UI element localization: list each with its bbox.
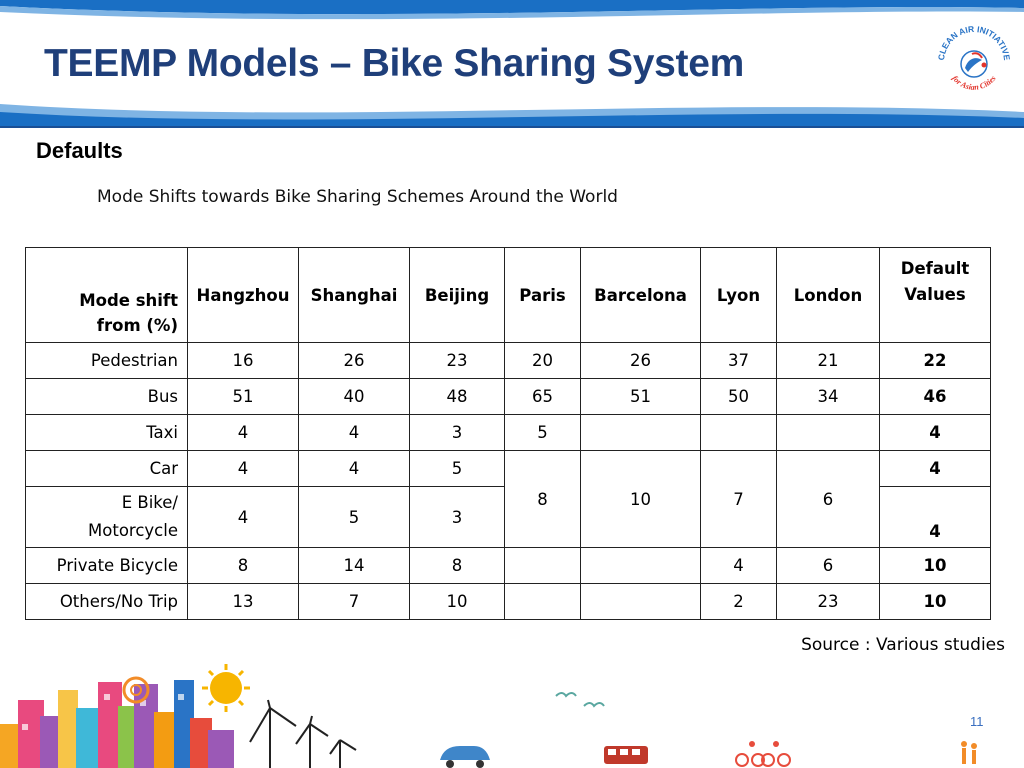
cell-shanghai: 4 (298, 450, 410, 487)
header-banner (0, 0, 1024, 128)
cell-hangzhou: 4 (187, 450, 299, 487)
row-ebike: E Bike/ Motorcycle 4 5 3 4 (25, 486, 991, 548)
header-lyon: Lyon (700, 247, 777, 343)
cell-shanghai: 7 (298, 583, 410, 620)
cell-default: 4 (879, 486, 991, 548)
row-label: Pedestrian (25, 342, 188, 379)
cell-beijing: 3 (409, 414, 505, 451)
cell-lyon: 2 (700, 583, 777, 620)
header-mode-shift-line1: Mode shift (79, 291, 178, 310)
cell-default: 4 (879, 450, 991, 487)
header-barcelona: Barcelona (580, 247, 701, 343)
cell-default: 4 (879, 414, 991, 451)
cell-default: 10 (879, 547, 991, 584)
row-bus: Bus 51 40 48 65 51 50 34 46 (25, 378, 991, 415)
cell-barcelona: 26 (580, 342, 701, 379)
header-mode-shift-line2: from (%) (96, 316, 178, 335)
cell-london: 34 (776, 378, 880, 415)
header-mode-shift: Mode shift from (%) (25, 247, 188, 343)
header-paris: Paris (504, 247, 581, 343)
cell-shanghai: 4 (298, 414, 410, 451)
row-private-bicycle: Private Bicycle 8 14 8 4 6 10 (25, 547, 991, 584)
cell-shanghai: 26 (298, 342, 410, 379)
cell-barcelona (580, 583, 701, 620)
cell-beijing: 3 (409, 486, 505, 548)
cell-paris: 65 (504, 378, 581, 415)
section-heading: Defaults (36, 138, 123, 163)
cell-barcelona-merged: 10 (580, 450, 701, 548)
header-default-line1: Default (900, 259, 970, 278)
cell-hangzhou: 4 (187, 486, 299, 548)
row-label-line1: E Bike/ (121, 493, 178, 512)
header-hangzhou: Hangzhou (187, 247, 299, 343)
cell-barcelona (580, 547, 701, 584)
row-label: Private Bicycle (25, 547, 188, 584)
cell-hangzhou: 8 (187, 547, 299, 584)
header-beijing: Beijing (409, 247, 505, 343)
table-caption: Mode Shifts towards Bike Sharing Schemes… (97, 187, 618, 207)
cell-hangzhou: 16 (187, 342, 299, 379)
cell-default: 10 (879, 583, 991, 620)
cell-lyon-merged: 7 (700, 450, 777, 548)
row-label: Bus (25, 378, 188, 415)
cell-default: 46 (879, 378, 991, 415)
row-label: Others/No Trip (25, 583, 188, 620)
header-london: London (776, 247, 880, 343)
cell-london: 21 (776, 342, 880, 379)
cell-paris-merged: 8 (504, 450, 581, 548)
cell-barcelona: 51 (580, 378, 701, 415)
cell-beijing: 23 (409, 342, 505, 379)
row-others-no-trip: Others/No Trip 13 7 10 2 23 10 (25, 583, 991, 620)
row-label-line2: Motorcycle (88, 521, 178, 540)
cell-beijing: 8 (409, 547, 505, 584)
cell-lyon (700, 414, 777, 451)
slide-title: TEEMP Models – Bike Sharing System (44, 42, 744, 85)
mode-shift-table: Mode shift from (%) Hangzhou Shanghai Be… (25, 247, 991, 620)
cell-beijing: 5 (409, 450, 505, 487)
row-label: E Bike/ Motorcycle (25, 486, 188, 548)
cell-london-merged: 6 (776, 450, 880, 548)
cell-london (776, 414, 880, 451)
cell-hangzhou: 4 (187, 414, 299, 451)
row-car: Car 4 4 5 8 10 7 6 4 (25, 450, 991, 548)
cell-hangzhou: 51 (187, 378, 299, 415)
cell-paris (504, 583, 581, 620)
cell-shanghai: 5 (298, 486, 410, 548)
cell-paris (504, 547, 581, 584)
table-header-row: Mode shift from (%) Hangzhou Shanghai Be… (25, 247, 991, 343)
cell-barcelona (580, 414, 701, 451)
row-taxi: Taxi 4 4 3 5 4 (25, 414, 991, 451)
cell-lyon: 50 (700, 378, 777, 415)
cell-default: 22 (879, 342, 991, 379)
cell-lyon: 4 (700, 547, 777, 584)
cell-beijing: 10 (409, 583, 505, 620)
cell-paris: 20 (504, 342, 581, 379)
cell-paris: 5 (504, 414, 581, 451)
page-number: 11 (970, 714, 984, 729)
row-pedestrian: Pedestrian 16 26 23 20 26 37 21 22 (25, 342, 991, 379)
row-label: Car (25, 450, 188, 487)
cell-beijing: 48 (409, 378, 505, 415)
city-illustration (0, 664, 977, 768)
source-note: Source : Various studies (801, 635, 1005, 655)
cell-london: 6 (776, 547, 880, 584)
cell-lyon: 37 (700, 342, 777, 379)
clean-air-initiative-logo: CLEAN AIR INITIATIVE for Asian Cities (936, 24, 1012, 92)
header-default-values: Default Values (879, 247, 991, 343)
cell-london: 23 (776, 583, 880, 620)
cell-shanghai: 40 (298, 378, 410, 415)
cell-shanghai: 14 (298, 547, 410, 584)
row-label: Taxi (25, 414, 188, 451)
cell-hangzhou: 13 (187, 583, 299, 620)
header-shanghai: Shanghai (298, 247, 410, 343)
header-default-line2: Values (904, 285, 966, 304)
